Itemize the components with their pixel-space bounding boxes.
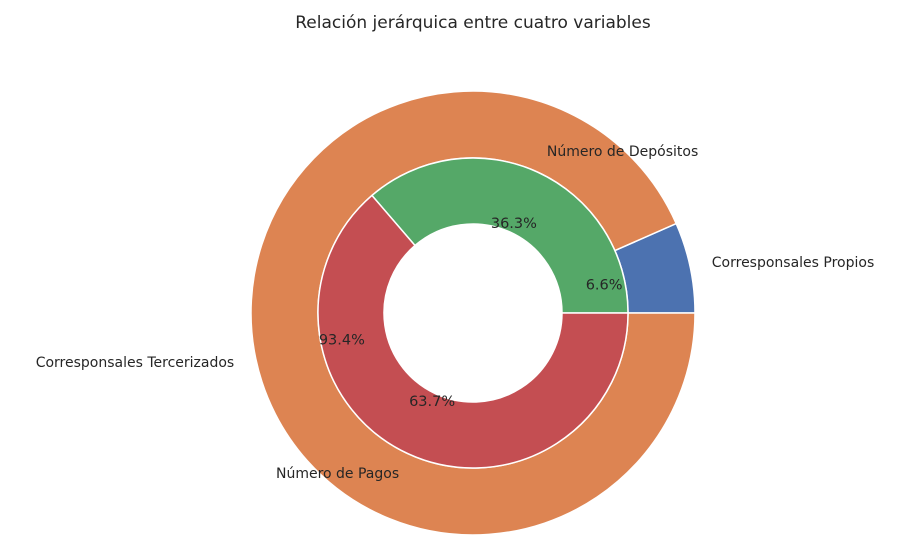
label-numero-de-depositos: Número de Depósitos bbox=[547, 144, 698, 160]
percent-label-corresponsales-tercerizados: 93.4% bbox=[319, 333, 365, 349]
label-corresponsales-tercerizados: Corresponsales Tercerizados bbox=[36, 355, 235, 371]
label-numero-de-pagos: Número de Pagos bbox=[276, 466, 399, 482]
chart-title: Relación jerárquica entre cuatro variabl… bbox=[295, 13, 651, 33]
label-corresponsales-propios: Corresponsales Propios bbox=[712, 255, 875, 271]
percent-label-corresponsales-propios: 6.6% bbox=[586, 277, 623, 293]
percent-label-numero-de-pagos: 63.7% bbox=[409, 394, 455, 410]
wedge-numero-de-depositos bbox=[371, 157, 629, 314]
inner-ring bbox=[317, 157, 629, 469]
wedge-numero-de-pagos bbox=[317, 194, 629, 469]
outer-ring bbox=[250, 90, 696, 536]
chart-labels: Corresponsales Propios 6.6% Corresponsales… bbox=[36, 144, 875, 482]
percent-label-numero-de-depositos: 36.3% bbox=[491, 216, 537, 232]
